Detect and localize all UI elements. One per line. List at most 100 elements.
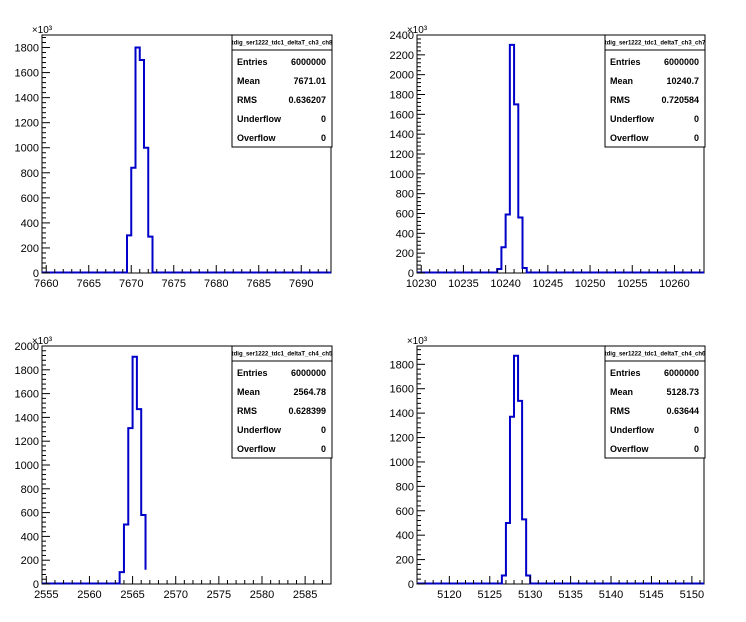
y-tick-label: 1000	[15, 143, 39, 155]
stats-box	[231, 345, 333, 459]
y-tick-label: 2000	[15, 341, 39, 353]
stats-label: Overflow	[237, 133, 277, 143]
stats-title: tdig_ser1222_tdc1_deltaT_ch3_ch7	[605, 41, 706, 47]
x-tick-label: 5140	[599, 589, 623, 601]
x-tick-label: 7690	[289, 278, 313, 290]
stats-value: 6000000	[664, 57, 699, 67]
y-tick-label: 1400	[390, 129, 414, 141]
y-tick-label: 200	[396, 248, 414, 260]
x-tick-label: 7665	[77, 278, 101, 290]
x-tick-label: 7670	[119, 278, 143, 290]
y-tick-label: 400	[21, 531, 39, 543]
y-axis-multiplier: ×10³	[32, 25, 53, 36]
stats-value: 0	[694, 133, 699, 143]
x-tick-label: 7660	[34, 278, 58, 290]
y-tick-label: 600	[21, 508, 39, 520]
x-tick-label: 2570	[163, 589, 187, 601]
y-tick-label: 800	[21, 168, 39, 180]
x-tick-label: 7680	[204, 278, 228, 290]
x-tick-label: 10245	[533, 278, 564, 290]
x-tick-label: 5125	[478, 589, 502, 601]
stats-value: 0.63644	[666, 406, 699, 416]
x-tick-label: 2560	[77, 589, 101, 601]
stats-label: Underflow	[610, 425, 655, 435]
x-tick-label: 10235	[448, 278, 479, 290]
stats-label: Underflow	[237, 114, 282, 124]
histogram-panel-4: 5120 5125 5130 5135 5140 5145 5150 0 200 400 600 80…	[390, 336, 707, 601]
histogram-line	[417, 43, 704, 274]
y-tick-label: 200	[21, 243, 39, 255]
histogram-line	[42, 46, 331, 274]
y-axis-multiplier: ×10³	[407, 336, 428, 347]
histogram-panel-3: 2555 2560 2565 2570 2575 2580 2585 0 200 400 600 80…	[15, 336, 334, 601]
stats-box	[604, 345, 706, 459]
stats-label: Entries	[237, 368, 268, 378]
x-tick-label: 10260	[659, 278, 690, 290]
x-tick-label: 5135	[558, 589, 582, 601]
stats-label: Overflow	[610, 444, 650, 454]
stats-value: 0	[321, 444, 326, 454]
x-tick-label: 5120	[437, 589, 461, 601]
y-tick-label: 2400	[390, 30, 414, 42]
y-tick-label: 1000	[15, 460, 39, 472]
y-tick-label: 800	[396, 481, 414, 493]
x-tick-label: 2575	[207, 589, 231, 601]
stats-label: Underflow	[237, 425, 282, 435]
y-tick-label: 1200	[15, 118, 39, 130]
stats-label: RMS	[610, 95, 630, 105]
stats-value: 0	[694, 425, 699, 435]
stats-value: 6000000	[664, 368, 699, 378]
x-tick-label: 7685	[247, 278, 271, 290]
stats-value: 10240.7	[666, 76, 699, 86]
y-tick-label: 1400	[390, 408, 414, 420]
x-tick-label: 10255	[617, 278, 648, 290]
stats-value: 5128.73	[666, 387, 699, 397]
histogram-line	[417, 354, 704, 585]
histogram-line	[42, 355, 147, 585]
y-tick-label: 1800	[390, 359, 414, 371]
y-tick-label: 1600	[15, 389, 39, 401]
y-tick-label: 0	[33, 268, 39, 280]
histogram-panel-2: 10230 10235 10240 10245 10250 10255 10260 0 200 4…	[390, 25, 707, 290]
stats-value: 0	[321, 425, 326, 435]
stats-label: Entries	[610, 368, 641, 378]
stats-label: Mean	[237, 76, 260, 86]
y-tick-label: 1400	[15, 93, 39, 105]
x-tick-label: 2565	[120, 589, 144, 601]
y-tick-label: 1800	[15, 43, 39, 55]
y-tick-label: 1000	[390, 457, 414, 469]
stats-value: 0.636207	[288, 95, 326, 105]
y-tick-label: 1200	[15, 436, 39, 448]
stats-value: 0	[321, 114, 326, 124]
y-tick-label: 1800	[15, 365, 39, 377]
y-tick-label: 600	[396, 209, 414, 221]
y-tick-label: 1200	[390, 149, 414, 161]
y-tick-label: 0	[33, 579, 39, 591]
x-tick-label: 10240	[490, 278, 521, 290]
y-tick-label: 800	[21, 484, 39, 496]
y-tick-label: 200	[21, 555, 39, 567]
stats-value: 0.628399	[288, 406, 326, 416]
y-tick-label: 1200	[390, 433, 414, 445]
stats-title: tdig_ser1222_tdc1_deltaT_ch4_ch5	[232, 352, 333, 358]
stats-value: 6000000	[291, 368, 326, 378]
stats-label: Overflow	[237, 444, 277, 454]
stats-label: Overflow	[610, 133, 650, 143]
y-tick-label: 1600	[15, 68, 39, 80]
stats-label: RMS	[610, 406, 630, 416]
stats-title: tdig_ser1222_tdc1_deltaT_ch3_ch8	[232, 41, 333, 47]
y-tick-label: 0	[408, 579, 414, 591]
stats-label: Mean	[237, 387, 260, 397]
y-axis-multiplier: ×10³	[32, 336, 53, 347]
x-tick-label: 2580	[250, 589, 274, 601]
x-tick-label: 5130	[518, 589, 542, 601]
x-tick-label: 2585	[293, 589, 317, 601]
stats-label: RMS	[237, 406, 257, 416]
stats-box	[231, 34, 333, 148]
y-tick-label: 2200	[390, 50, 414, 62]
x-tick-label: 10250	[575, 278, 606, 290]
y-tick-label: 1600	[390, 109, 414, 121]
y-tick-label: 0	[408, 268, 414, 280]
y-tick-label: 200	[396, 555, 414, 567]
